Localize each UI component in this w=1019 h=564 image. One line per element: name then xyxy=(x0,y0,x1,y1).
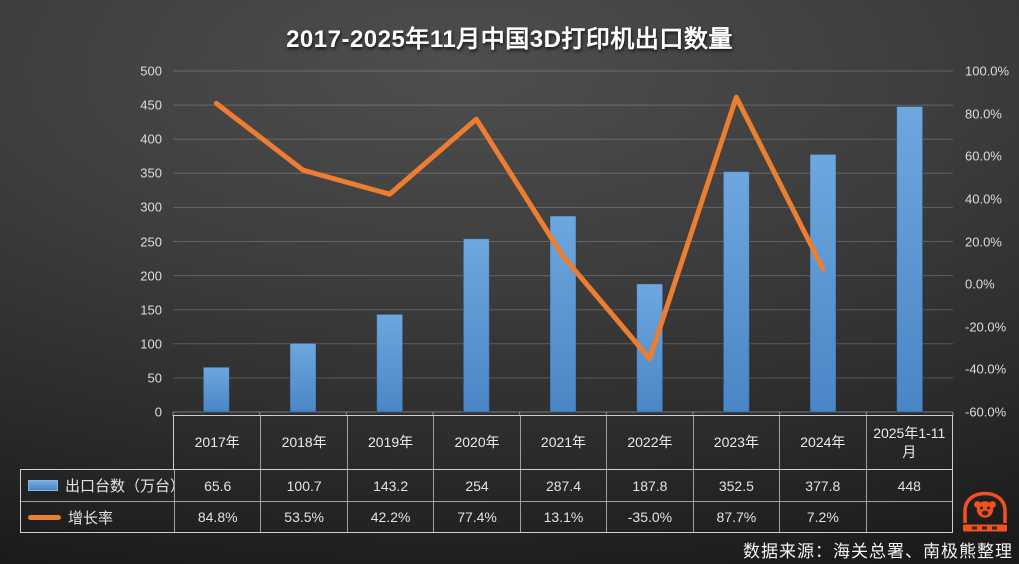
right-axis-tick-label: 100.0% xyxy=(965,63,1010,79)
table-value-cell: 377.8 xyxy=(779,470,865,501)
table-year-header-row: 2017年 2018年 2019年 2020年 2021年 2022年 2023年 2024年… xyxy=(173,415,953,469)
export-volume-bar xyxy=(549,215,577,413)
table-header-cell: 2020年 xyxy=(433,416,519,469)
table-value-cell: 87.7% xyxy=(692,501,780,532)
left-axis-tick-label: 500 xyxy=(140,63,162,79)
right-axis-tick-label: -60.0% xyxy=(965,404,1007,420)
export-volume-bar xyxy=(462,238,490,413)
table-value-cell: 77.4% xyxy=(433,501,520,532)
table-value-cell: 254 xyxy=(433,470,519,501)
table-value-cell: 287.4 xyxy=(519,470,606,501)
legend-label-cell: 增长率 xyxy=(21,501,174,532)
data-table-body: 出口台数（万台） 65.6 100.7 143.2 254 287.4 187.8 352.5… xyxy=(20,469,953,533)
left-axis-tick-label: 400 xyxy=(140,131,162,147)
export-volume-bar xyxy=(809,153,837,413)
table-header-cell: 2017年 xyxy=(194,434,240,451)
left-axis-tick-label: 450 xyxy=(140,97,162,113)
table-header-cell: 2018年 xyxy=(260,416,346,469)
table-value-cell: 84.8% xyxy=(174,501,261,532)
left-axis-tick-label: 350 xyxy=(140,165,162,181)
table-header-cell: 2025年1-11月 xyxy=(865,416,952,469)
legend-label-cell: 出口台数（万台） xyxy=(21,470,185,501)
table-header-cell: 2023年 xyxy=(692,416,779,469)
bear-eye-right xyxy=(987,506,990,510)
export-volume-bar xyxy=(896,105,924,413)
line-legend-swatch xyxy=(28,514,61,520)
source-note: 数据来源：海关总署、南极熊整理 xyxy=(743,542,1013,561)
table-value-cell: 100.7 xyxy=(260,470,346,501)
right-axis-tick-label: 80.0% xyxy=(965,106,1002,122)
table-value-cell: 53.5% xyxy=(260,501,347,532)
right-axis-tick-label: 60.0% xyxy=(965,148,1002,164)
nanjixiong-bear-logo xyxy=(963,491,1007,532)
export-volume-bar xyxy=(376,313,404,413)
table-row-label: 增长率 xyxy=(68,509,114,527)
table-value-cell: 187.8 xyxy=(606,470,692,501)
bear-muzzle xyxy=(981,510,989,516)
left-axis-tick-label: 150 xyxy=(140,302,162,318)
table-value-cell xyxy=(865,501,952,532)
left-axis-tick-label: 250 xyxy=(140,234,162,249)
left-axis-tick-label: 0 xyxy=(154,404,162,420)
right-axis-tick-label: -20.0% xyxy=(965,319,1007,335)
left-axis-tick-label: 100 xyxy=(140,336,162,352)
table-value-cell: 65.6 xyxy=(174,470,260,501)
export-volume-bar xyxy=(289,342,317,413)
right-axis-tick-label: 20.0% xyxy=(965,234,1002,249)
growth-rate-line xyxy=(213,94,826,362)
right-axis-tick-label: 0.0% xyxy=(965,276,995,292)
table-value-cell: 42.2% xyxy=(346,501,434,532)
export-volume-bar xyxy=(202,366,230,413)
table-header-cell: 2022年 xyxy=(606,416,692,469)
logo-arch xyxy=(963,491,1007,523)
bar-legend-swatch xyxy=(28,480,58,491)
table-header-cell: 2019年 xyxy=(346,416,433,469)
bear-eye-left xyxy=(980,506,983,510)
table-value-cell: 448 xyxy=(865,470,952,501)
table-row-label: 出口台数（万台） xyxy=(65,478,186,495)
table-header-cell: 2021年 xyxy=(519,416,606,469)
table-value-cell: 7.2% xyxy=(779,501,866,532)
right-axis-tick-label: -40.0% xyxy=(965,361,1007,377)
table-header-cell: 2024年 xyxy=(779,416,865,469)
chart-title: 2017-2025年11月中国3D打印机出口数量 xyxy=(286,26,733,53)
table-value-cell: 352.5 xyxy=(692,470,779,501)
right-axis-tick-label: 40.0% xyxy=(965,191,1002,207)
left-axis-tick-label: 300 xyxy=(140,199,162,215)
table-value-cell: 13.1% xyxy=(519,501,607,532)
table-value-cell: -35.0% xyxy=(606,501,693,532)
table-value-cell: 143.2 xyxy=(346,470,433,501)
left-axis-tick-label: 200 xyxy=(140,268,162,284)
export-volume-bar xyxy=(722,171,750,413)
bear-head xyxy=(976,501,994,518)
left-axis-tick-label: 50 xyxy=(147,370,162,386)
